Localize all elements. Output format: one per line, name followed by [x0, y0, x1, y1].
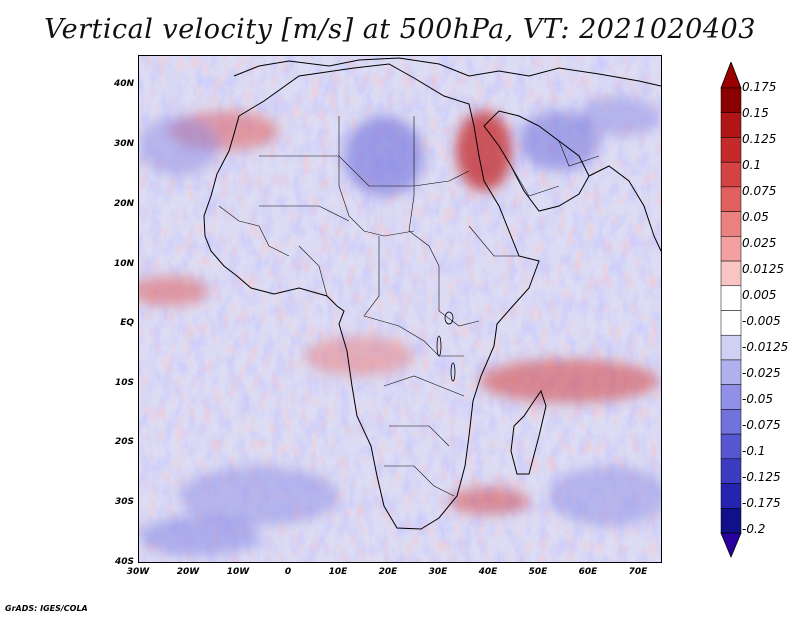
colorbar-label: 0.005 [742, 288, 777, 302]
lat-label: 10N [113, 259, 134, 269]
colorbar-box [720, 433, 742, 460]
colorbar-label: -0.075 [742, 418, 781, 432]
descent-region [179, 466, 339, 526]
colorbar-label: -0.025 [742, 366, 781, 380]
colorbar-bottom-arrow [720, 532, 742, 558]
europe-coastline [233, 57, 661, 87]
colorbar-box [720, 161, 742, 188]
madagascar-coastline [510, 389, 547, 475]
lon-label: 40E [478, 567, 498, 577]
country-borders [218, 116, 600, 497]
grads-credit: GrADS: IGES/COLA [5, 604, 88, 613]
lakes [436, 311, 456, 382]
colorbar-label: 0.175 [742, 80, 777, 94]
colorbar-label: -0.125 [742, 470, 781, 484]
lon-label: 20W [176, 567, 200, 577]
colorbar-box [720, 384, 742, 410]
colorbar-label: 0.15 [742, 106, 769, 120]
descent-region [344, 116, 424, 196]
lat-label: 20S [114, 437, 134, 447]
lat-label: 20N [113, 199, 134, 209]
colorbar-box [720, 483, 742, 509]
colorbar-box [720, 359, 742, 385]
descent-region [579, 96, 659, 136]
colorbar-label: -0.175 [742, 496, 781, 510]
lon-label: 70E [628, 567, 648, 577]
colorbar-label: 0.075 [742, 184, 777, 198]
lon-label: 20E [378, 567, 398, 577]
asia-coastline [588, 165, 661, 252]
ascent-region [304, 336, 414, 376]
lon-label: 30W [126, 567, 150, 577]
ascent-region [139, 276, 209, 306]
colorbar-box [720, 186, 742, 212]
colorbar-label: -0.2 [742, 522, 766, 536]
lon-label: 50E [528, 567, 548, 577]
lon-label: 60E [578, 567, 598, 577]
velocity-regions [139, 96, 661, 556]
lat-label: 30S [114, 497, 134, 507]
ascent-region [479, 359, 659, 403]
colorbar-box [720, 137, 742, 163]
colorbar-box [720, 334, 742, 361]
lat-label: 40N [113, 79, 134, 89]
colorbar-label: -0.1 [742, 444, 766, 458]
colorbar-label: 0.0125 [742, 262, 784, 276]
colorbar-label: 0.05 [742, 210, 769, 224]
colorbar-box [720, 87, 742, 113]
colorbar-label: 0.125 [742, 132, 777, 146]
colorbar-box [720, 211, 742, 237]
colorbar-box [720, 112, 742, 138]
colorbar-box [720, 285, 742, 311]
colorbar-box [720, 260, 742, 287]
colorbar-box [720, 310, 742, 336]
descent-region [549, 466, 661, 526]
colorbar-box [720, 458, 742, 484]
lon-label: 0 [284, 567, 292, 577]
ascent-region [449, 487, 529, 515]
lon-label: 10W [226, 567, 250, 577]
colorbar-top-arrow [720, 62, 742, 89]
colorbar-boxes [720, 87, 742, 534]
colorbar [720, 62, 742, 558]
ascent-region [456, 111, 512, 191]
lat-label: 30N [113, 139, 134, 149]
colorbar-label: 0.1 [742, 158, 762, 172]
descent-region [139, 516, 259, 556]
lon-label: 10E [328, 567, 348, 577]
descent-region [139, 116, 219, 176]
africa-coastline [203, 63, 540, 530]
colorbar-box [720, 508, 742, 534]
colorbar-label: -0.0125 [742, 340, 789, 354]
lon-label: 30E [428, 567, 448, 577]
colorbar-label: -0.05 [742, 392, 774, 406]
map-plot-area [138, 55, 662, 563]
coastlines [203, 57, 661, 530]
colorbar-box [720, 409, 742, 435]
colorbar-label: -0.005 [742, 314, 781, 328]
lat-label: EQ [120, 318, 134, 328]
lat-label: 40S [114, 557, 134, 567]
colorbar-box [720, 236, 742, 262]
lat-label: 10S [114, 378, 134, 388]
colorbar-label: 0.025 [742, 236, 777, 250]
map-title: Vertical velocity [m/s] at 500hPa, VT: 2… [44, 14, 756, 45]
